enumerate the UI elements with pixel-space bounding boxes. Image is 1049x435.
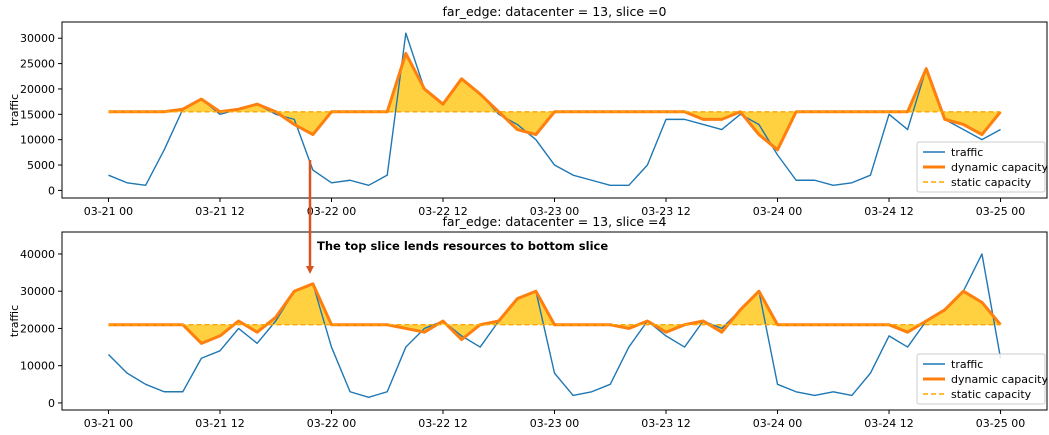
y-tick-label: 30000 xyxy=(20,32,55,45)
y-tick-label: 5000 xyxy=(27,159,55,172)
x-tick-label: 03-24 00 xyxy=(753,205,802,218)
capacity-fill xyxy=(108,53,1001,150)
series-line xyxy=(108,282,1002,345)
legend-label: static capacity xyxy=(951,388,1032,401)
chart-title: far_edge: datacenter = 13, slice =4 xyxy=(443,214,667,229)
subplot: far_edge: datacenter = 13, slice =0 traff… xyxy=(8,4,1048,218)
x-tick-label: 03-21 00 xyxy=(84,417,133,430)
x-tick-label: 03-22 12 xyxy=(418,205,467,218)
x-tick-label: 03-24 12 xyxy=(864,205,913,218)
y-tick-label: 10000 xyxy=(20,360,55,373)
capacity-fill xyxy=(108,283,1001,344)
x-tick-label: 03-21 12 xyxy=(195,205,244,218)
series-line xyxy=(107,253,1002,399)
legend-label: dynamic capacity xyxy=(951,161,1048,174)
legend-label: traffic xyxy=(951,146,983,159)
y-axis-label: traffic xyxy=(8,94,21,126)
subplot: far_edge: datacenter = 13, slice =4 traff… xyxy=(8,214,1048,430)
y-tick-label: 40000 xyxy=(20,248,55,261)
y-tick-label: 30000 xyxy=(20,285,55,298)
x-tick-label: 03-22 00 xyxy=(307,417,356,430)
x-tick-label: 03-22 12 xyxy=(418,417,467,430)
x-tick-label: 03-23 00 xyxy=(530,417,579,430)
legend-label: static capacity xyxy=(951,176,1032,189)
x-tick-label: 03-24 12 xyxy=(864,417,913,430)
plot-frame xyxy=(61,21,1048,199)
y-tick-label: 20000 xyxy=(20,83,55,96)
x-tick-label: 03-22 00 xyxy=(307,205,356,218)
legend-box xyxy=(916,141,1046,193)
y-tick-label: 0 xyxy=(48,397,55,410)
series-line xyxy=(108,51,1002,152)
x-tick-label: 03-25 00 xyxy=(976,205,1025,218)
y-tick-label: 20000 xyxy=(20,322,55,335)
x-tick-label: 03-25 00 xyxy=(976,417,1025,430)
legend-box xyxy=(916,353,1046,405)
chart-title: far_edge: datacenter = 13, slice =0 xyxy=(443,4,667,19)
x-tick-label: 03-24 00 xyxy=(753,417,802,430)
legend-label: dynamic capacity xyxy=(951,373,1048,386)
x-tick-label: 03-21 00 xyxy=(84,205,133,218)
x-tick-label: 03-23 12 xyxy=(641,417,690,430)
legend-label: traffic xyxy=(951,358,983,371)
y-tick-label: 15000 xyxy=(20,108,55,121)
x-tick-label: 03-21 12 xyxy=(195,417,244,430)
x-tick-label: 03-23 00 xyxy=(530,205,579,218)
x-tick-label: 03-23 12 xyxy=(641,205,690,218)
y-tick-label: 10000 xyxy=(20,134,55,147)
y-axis-label: traffic xyxy=(8,305,21,337)
y-tick-label: 0 xyxy=(48,184,55,197)
plot-frame xyxy=(61,231,1048,411)
y-tick-label: 25000 xyxy=(20,58,55,71)
annotation-text: The top slice lends resources to bottom … xyxy=(317,239,608,253)
